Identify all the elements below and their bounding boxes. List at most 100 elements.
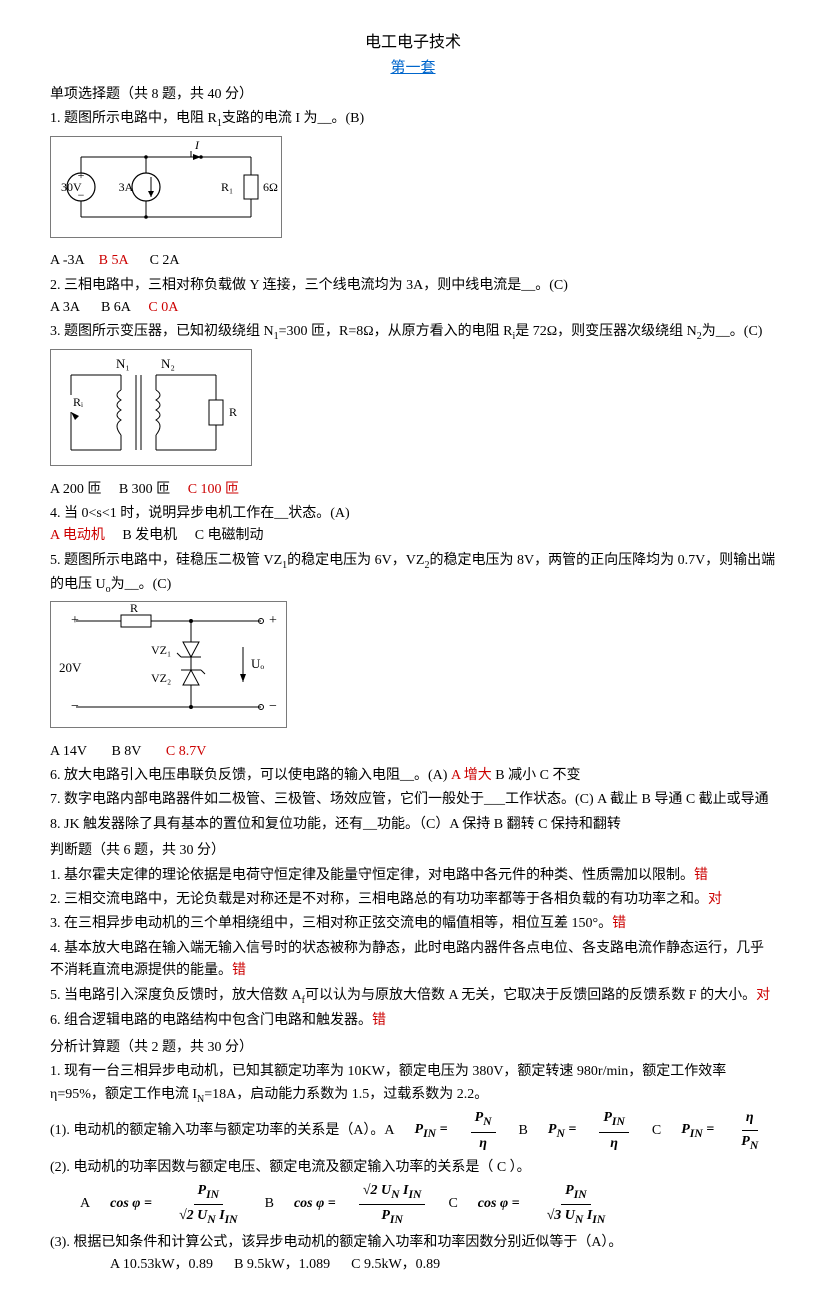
q3-optC: C 100 匝 <box>188 482 239 497</box>
q5-m1: 的稳定电压为 6V，VZ <box>287 553 424 568</box>
lbl-B: B <box>519 1120 528 1142</box>
svg-text:20V: 20V <box>59 660 82 675</box>
svg-text:VZ₂: VZ₂ <box>151 671 171 685</box>
tf6-ans: 错 <box>372 1013 386 1028</box>
lbl-C2: C <box>448 1193 457 1215</box>
q3-options: A 200 匝 B 300 匝 C 100 匝 <box>50 479 776 501</box>
tf5-ans: 对 <box>756 988 770 1003</box>
svg-text:VZ₁: VZ₁ <box>151 643 171 657</box>
q4-optB: B 发电机 <box>122 528 177 543</box>
calc1-p3-C: C 9.5kW，0.89 <box>351 1257 440 1272</box>
svg-text:−: − <box>71 699 79 714</box>
q5-optC: C 8.7V <box>166 744 206 759</box>
q6-post: B 减小 C 不变 <box>492 768 581 783</box>
tf-5: 5. 当电路引入深度负反馈时，放大倍数 Af可以认为与原放大倍数 A 无关，它取… <box>50 985 776 1009</box>
calc1-p1-label: (1). 电动机的额定输入功率与额定功率的关系是（A）。A <box>50 1120 395 1142</box>
question-1: 1. 题图所示电路中，电阻 R1支路的电流 I 为__。(B) <box>50 108 776 132</box>
calc1-p3-opts: A 10.53kW，0.89 B 9.5kW，1.089 C 9.5kW，0.8… <box>110 1254 776 1276</box>
lbl-C: C <box>652 1120 661 1142</box>
svg-text:R₁: R₁ <box>221 180 233 194</box>
tf-4: 4. 基本放大电路在输入端无输入信号时的状态被称为静态，此时电路内器件各点电位、… <box>50 938 776 983</box>
question-6: 6. 放大电路引入电压串联负反馈，可以使电路的输入电阻__。(A) A 增大 B… <box>50 765 776 787</box>
q4-optA: A 电动机 <box>50 528 105 543</box>
svg-text:+: + <box>71 613 79 628</box>
question-3: 3. 题图所示变压器，已知初级绕组 N1=300 匝，R=8Ω，从原方看入的电阻… <box>50 321 776 345</box>
q4-options: A 电动机 B 发电机 C 电磁制动 <box>50 525 776 547</box>
svg-text:Rᵢ: Rᵢ <box>73 395 83 409</box>
question-2: 2. 三相电路中，三相对称负载做 Y 连接，三个线电流均为 3A，则中线电流是_… <box>50 275 776 297</box>
q5-options: A 14V B 8V C 8.7V <box>50 741 776 763</box>
tf6-text: 6. 组合逻辑电路的电路结构中包含门电路和触发器。 <box>50 1013 372 1028</box>
q3-optB: B 300 匝 <box>119 482 170 497</box>
mc-section-header: 单项选择题（共 8 题，共 40 分） <box>50 84 776 106</box>
q1-optA: A -3A <box>50 253 85 268</box>
tf2-ans: 对 <box>708 892 722 907</box>
q5-optB: B 8V <box>111 744 141 759</box>
tf3-ans: 错 <box>612 916 626 931</box>
q5-post: 为__。(C) <box>111 577 172 592</box>
tf1-text: 1. 基尔霍夫定律的理论依据是电荷守恒定律及能量守恒定律，对电路中各元件的种类、… <box>50 868 694 883</box>
circuit-diagram-3: N₁ N₂ Rᵢ R <box>50 349 252 466</box>
q3-pre: 3. 题图所示变压器，已知初级绕组 N <box>50 324 274 339</box>
circuit-diagram-1: + − 30V 3A R₁ 6Ω I <box>50 136 282 238</box>
svg-text:6Ω: 6Ω <box>263 180 278 194</box>
tf3-text: 3. 在三相异步电动机的三个单相绕组中，三相对称正弦交流电的幅值相等，相位互差 … <box>50 916 612 931</box>
lbl-B2: B <box>265 1193 274 1215</box>
circuit-diagram-5: R + − 20V VZ₁ VZ₂ + − Uₒ <box>50 601 287 728</box>
calc1-p3-label: (3). 根据已知条件和计算公式，该异步电动机的额定输入功率和功率因数分别近似等… <box>50 1232 776 1254</box>
tf-section-header: 判断题（共 6 题，共 30 分） <box>50 840 776 862</box>
q6-optA: A 增大 <box>451 768 492 783</box>
q2-optB: B 6A <box>101 300 131 315</box>
tf2-text: 2. 三相交流电路中，无论负载是对称还是不对称，三相电路总的有功功率都等于各相负… <box>50 892 708 907</box>
lbl-A2: A <box>80 1193 90 1215</box>
svg-text:Uₒ: Uₒ <box>251 656 264 671</box>
tf-2: 2. 三相交流电路中，无论负载是对称还是不对称，三相电路总的有功功率都等于各相负… <box>50 889 776 911</box>
tf-3: 3. 在三相异步电动机的三个单相绕组中，三相对称正弦交流电的幅值相等，相位互差 … <box>50 913 776 935</box>
q1-text-pre: 1. 题图所示电路中，电阻 R <box>50 111 217 126</box>
q3-m1: =300 匝，R=8Ω，从原方看入的电阻 R <box>279 324 513 339</box>
q1-optB: B 5A <box>99 253 129 268</box>
svg-text:N₂: N₂ <box>161 356 175 371</box>
calc1-p2-row: A cos φ = PIN√2 UN IIN B cos φ = √2 UN I… <box>80 1180 776 1230</box>
svg-text:I: I <box>194 138 200 152</box>
question-8: 8. JK 触发器除了具有基本的置位和复位功能，还有__功能。（C）A 保持 B… <box>50 814 776 836</box>
tf-6: 6. 组合逻辑电路的电路结构中包含门电路和触发器。错 <box>50 1010 776 1032</box>
svg-text:R: R <box>229 405 237 419</box>
q2-optC: C 0A <box>148 300 178 315</box>
svg-text:R: R <box>130 602 138 615</box>
calc1-p2-label: (2). 电动机的功率因数与额定电压、额定电流及额定输入功率的关系是（ C ）。 <box>50 1157 776 1179</box>
svg-text:+: + <box>269 613 277 628</box>
q1-optC: C 2A <box>150 253 180 268</box>
q3-m2: 是 72Ω，则变压器次级绕组 N <box>515 324 697 339</box>
question-7: 7. 数字电路内部电路器件如二极管、三极管、场效应管，它们一般处于___工作状态… <box>50 789 776 811</box>
svg-text:N₁: N₁ <box>116 356 130 371</box>
tf-1: 1. 基尔霍夫定律的理论依据是电荷守恒定律及能量守恒定律，对电路中各元件的种类、… <box>50 865 776 887</box>
tf4-text: 4. 基本放大电路在输入端无输入信号时的状态被称为静态，此时电路内器件各点电位、… <box>50 941 764 978</box>
doc-title: 电工电子技术 <box>50 30 776 56</box>
tf5-pre: 5. 当电路引入深度负反馈时，放大倍数 A <box>50 988 302 1003</box>
q5-optA: A 14V <box>50 744 87 759</box>
q1-text-post: 支路的电流 I 为__。(B) <box>222 111 364 126</box>
calc1-p1-row: (1). 电动机的额定输入功率与额定功率的关系是（A）。A PIN = PNη … <box>50 1107 776 1155</box>
doc-subtitle: 第一套 <box>50 56 776 80</box>
svg-text:30V: 30V <box>61 180 82 194</box>
q5-pre: 5. 题图所示电路中，硅稳压二极管 VZ <box>50 553 282 568</box>
calc1-p3-B: B 9.5kW，1.089 <box>234 1257 330 1272</box>
tf1-ans: 错 <box>694 868 708 883</box>
svg-text:−: − <box>269 699 277 714</box>
q4-optC: C 电磁制动 <box>195 528 264 543</box>
q3-optA: A 200 匝 <box>50 482 101 497</box>
q2-options: A 3A B 6A C 0A <box>50 297 776 319</box>
tf4-ans: 错 <box>232 963 246 978</box>
q2-optA: A 3A <box>50 300 80 315</box>
q3-post: 为__。(C) <box>702 324 763 339</box>
svg-text:3A: 3A <box>119 180 134 194</box>
calc1-p3-A: A 10.53kW，0.89 <box>110 1257 213 1272</box>
question-4: 4. 当 0<s<1 时，说明异步电机工作在__状态。(A) <box>50 503 776 525</box>
q6-pre: 6. 放大电路引入电压串联负反馈，可以使电路的输入电阻__。(A) <box>50 768 451 783</box>
calc-section-header: 分析计算题（共 2 题，共 30 分） <box>50 1037 776 1059</box>
calc1-post: =18A，启动能力系数为 1.5，过载系数为 2.2。 <box>204 1087 488 1102</box>
tf5-post: 可以认为与原放大倍数 A 无关，它取决于反馈回路的反馈系数 F 的大小。 <box>305 988 756 1003</box>
question-5: 5. 题图所示电路中，硅稳压二极管 VZ1的稳定电压为 6V，VZ2的稳定电压为… <box>50 550 776 598</box>
calc-1: 1. 现有一台三相异步电动机，已知其额定功率为 10KW，额定电压为 380V，… <box>50 1061 776 1107</box>
